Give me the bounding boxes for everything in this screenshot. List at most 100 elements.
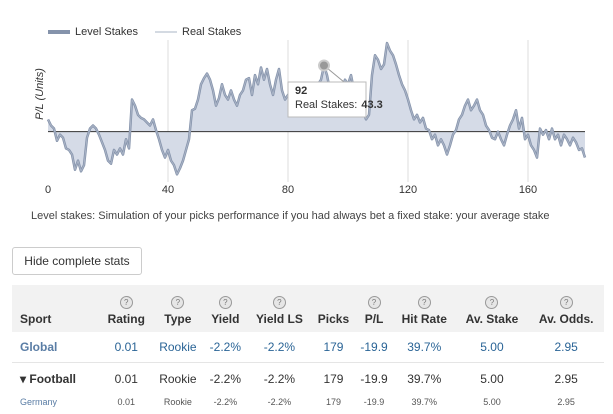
help-icon: ? <box>218 296 232 309</box>
help-icon: ? <box>171 296 185 309</box>
cell-text: -2.2% <box>263 340 296 354</box>
cell-text: Rookie <box>163 397 192 407</box>
table-cell: 5.00 <box>456 363 529 396</box>
help-icon: ? <box>417 296 431 309</box>
help-icon: ? <box>367 296 381 309</box>
cell-text: -2.2% <box>213 397 238 407</box>
header-text: Rating <box>107 312 145 326</box>
table-cell: Germany <box>12 395 100 409</box>
table-cell: 179 <box>312 363 355 396</box>
x-tick-label: 40 <box>162 184 174 196</box>
cell-text: -2.2% <box>267 397 292 407</box>
column-header: Picks <box>311 285 356 332</box>
header-text: Sport <box>20 312 52 326</box>
chart: P/L (Units) Level Stakes Real Stakes 0 40 80… <box>34 26 587 196</box>
table-cell: -2.2% <box>247 332 312 363</box>
table-cell: 5.00 <box>456 395 529 409</box>
column-header: ? Yield <box>203 285 247 332</box>
table-cell: 0.01 <box>100 332 153 363</box>
cell-text: 5.00 <box>480 372 504 386</box>
tooltip-value: 43.3 <box>361 99 382 111</box>
cell-text: 179 <box>323 372 344 386</box>
cell-text: 39.7% <box>407 340 442 354</box>
cell-text: -19.9 <box>360 340 388 354</box>
cell-text: Football <box>29 372 77 386</box>
cell-text: -19.9 <box>363 397 385 407</box>
x-tick-label: 120 <box>399 184 417 196</box>
table-cell: -19.9 <box>355 332 393 363</box>
table-cell: -2.2% <box>203 332 247 363</box>
cell-text: -2.2% <box>263 372 296 386</box>
column-header: ? Av. Stake <box>455 285 529 332</box>
y-axis-label: P/L (Units) <box>34 68 46 120</box>
table-cell: 2.95 <box>528 363 604 396</box>
column-header: ? Av. Odds. <box>528 285 604 332</box>
cell-text: 5.00 <box>483 397 501 407</box>
table-cell: 0.01 <box>100 363 152 396</box>
header-text: Type <box>164 312 192 326</box>
column-header: Sport <box>12 285 101 332</box>
column-header: ? Hit Rate <box>392 285 456 332</box>
cell-text: 39.7% <box>411 397 437 407</box>
table-cell: ▾ Football <box>12 363 100 396</box>
column-header: ? P/L <box>355 285 393 332</box>
table-cell: 0.01 <box>100 395 152 409</box>
header-text: Yield LS <box>255 312 303 326</box>
cell-text: 0.01 <box>114 372 138 386</box>
table-row: Global 0.01 Rookie -2.2% -2.2% 179 -19.9 39.7% 5… <box>12 332 604 363</box>
legend-label: Real Stakes <box>182 26 242 38</box>
cell-text: -2.2% <box>209 372 242 386</box>
cell-text: -19.9 <box>360 372 388 386</box>
tooltip-box <box>287 81 367 118</box>
header-text: Hit Rate <box>401 312 447 326</box>
table-cell: 39.7% <box>393 363 456 396</box>
help-icon: ? <box>485 296 499 309</box>
tooltip-text: Real Stakes: 43.3 <box>295 99 383 111</box>
cell-text: Global <box>20 340 58 354</box>
column-header: ? Type <box>152 285 204 332</box>
cell-text: 2.95 <box>554 372 578 386</box>
cell-text: 39.7% <box>407 372 442 386</box>
cell-text: 2.95 <box>554 340 578 354</box>
column-header: ? Yield LS <box>247 285 312 332</box>
tooltip-point <box>318 59 330 72</box>
table-cell: -2.2% <box>204 395 247 409</box>
cell-text: Germany <box>20 397 58 407</box>
cell-text: Rookie <box>159 340 197 354</box>
column-header: ? Rating <box>100 285 153 332</box>
table-cell: 2.95 <box>528 395 604 409</box>
header-text: Av. Stake <box>465 312 519 326</box>
table-cell: -19.9 <box>355 363 393 396</box>
cell-text: 179 <box>323 340 344 354</box>
table-cell: 179 <box>312 395 355 409</box>
legend-label: Level Stakes <box>75 26 138 38</box>
table-cell: 179 <box>311 332 356 363</box>
header-text: Av. Odds. <box>538 312 594 326</box>
table-cell: 5.00 <box>455 332 529 363</box>
cell-text: -2.2% <box>209 340 242 354</box>
table-cell: Rookie <box>152 363 204 396</box>
tooltip-label: Real Stakes: <box>295 99 357 111</box>
x-tick-label: 0 <box>45 184 51 196</box>
table-cell: -2.2% <box>247 363 312 396</box>
cell-text: 2.95 <box>557 397 575 407</box>
collapse-icon: ▾ <box>20 372 30 386</box>
stats-table: Sport? Rating? Type? Yield? Yield LS Picks? P/… <box>12 285 604 409</box>
header-text: Yield <box>211 312 240 326</box>
tooltip-title: 92 <box>295 85 307 97</box>
help-icon: ? <box>272 296 286 309</box>
table-cell: Global <box>12 332 101 363</box>
cell-text: 179 <box>325 397 341 407</box>
x-tick-label: 160 <box>519 184 537 196</box>
cell-text: Rookie <box>159 372 197 386</box>
table-row: Germany 0.01 Rookie -2.2% -2.2% 179 -19.9 39.7%… <box>12 395 604 409</box>
header-text: Picks <box>317 312 350 326</box>
table-cell: Rookie <box>152 395 204 409</box>
caption: Level stakes: Simulation of your picks p… <box>31 210 550 222</box>
hide-stats-button[interactable]: Hide complete stats <box>12 247 142 275</box>
table-cell: -19.9 <box>355 395 393 409</box>
table-cell: Rookie <box>152 332 204 363</box>
table-row: ▾ Football 0.01 Rookie -2.2% -2.2% 179 -19.9 39… <box>12 363 604 396</box>
cell-text: 0.01 <box>117 397 136 407</box>
